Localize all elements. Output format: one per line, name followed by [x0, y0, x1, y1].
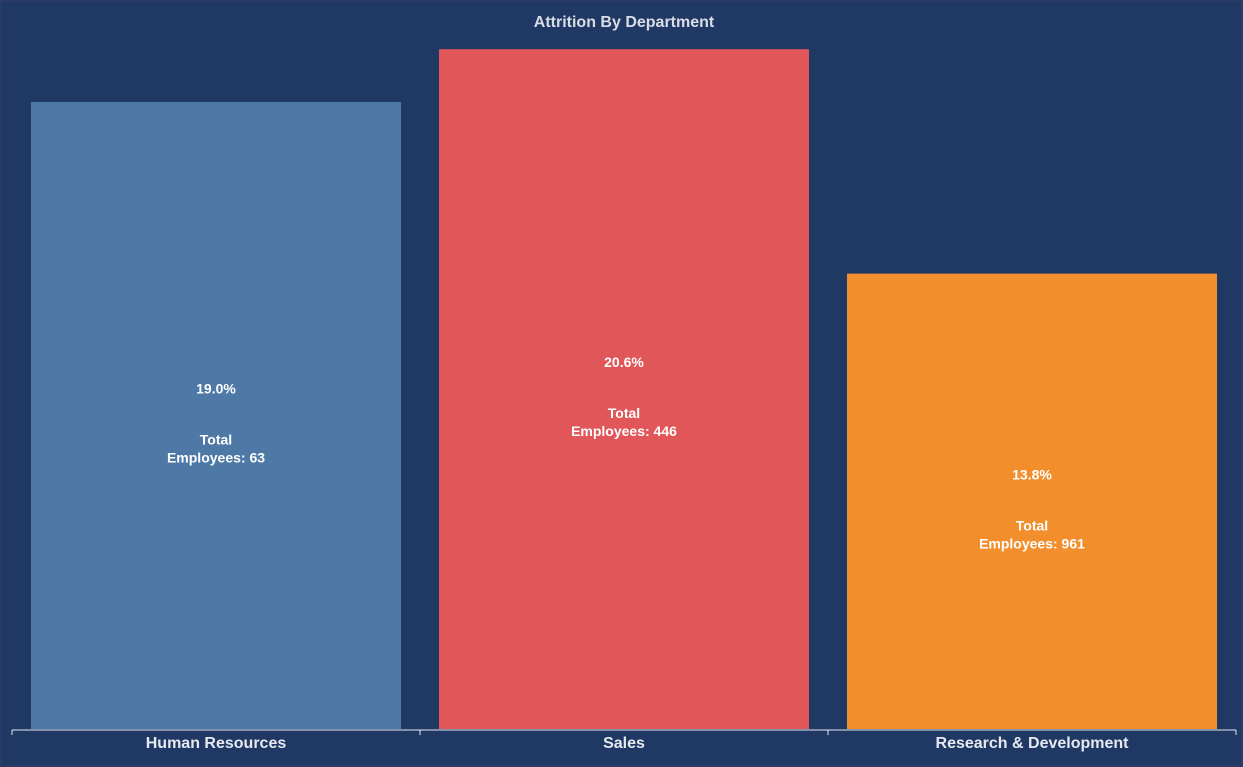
data-labels: 19.0% Total Employees: 63 20.6% Total Employe…	[167, 354, 1085, 551]
x-tick-label: Human Resources	[146, 735, 287, 752]
bar[interactable]	[31, 102, 401, 729]
data-label-percent: 20.6%	[604, 354, 644, 370]
data-label-total: Total	[608, 405, 640, 421]
data-label-percent: 13.8%	[1012, 466, 1052, 482]
x-axis: Human Resources Sales Research & Developme…	[11, 729, 1237, 752]
data-label-total: Total	[1016, 517, 1048, 533]
x-tick-label: Sales	[603, 735, 645, 752]
bar[interactable]	[847, 273, 1217, 729]
data-label-total: Total	[200, 432, 232, 448]
data-label-employees: Employees: 446	[571, 423, 677, 439]
data-label-percent: 19.0%	[196, 381, 236, 397]
data-label-employees: Employees: 63	[167, 450, 265, 466]
bars-layer	[31, 49, 1217, 729]
x-tick-label: Research & Development	[936, 735, 1130, 752]
data-label-employees: Employees: 961	[979, 535, 1085, 551]
bar[interactable]	[439, 49, 809, 729]
chart-title: Attrition By Department	[534, 14, 715, 31]
